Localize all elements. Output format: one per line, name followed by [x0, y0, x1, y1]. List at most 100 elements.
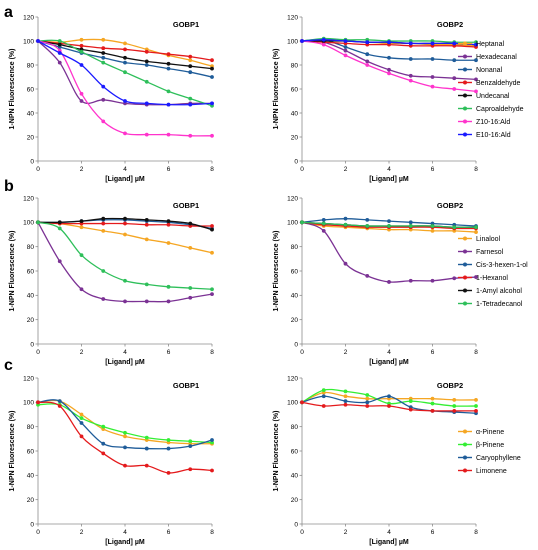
chart-b-gobp2-series-1-tetradecanol-point	[430, 224, 435, 228]
chart-a-gobp1-series-e10-16-ald-point	[210, 101, 214, 106]
chart-a-gobp1-y-axis-title: 1-NPN Fluorescence (%)	[9, 49, 16, 130]
chart-b-gobp2-series-farnesol-point	[408, 278, 413, 283]
chart-c-gobp1-series-caryophyllene-point	[210, 438, 214, 442]
chart-c-gobp1-series-limonene-point	[101, 451, 106, 456]
chart-a-gobp1-series-z10-16-ald-point	[79, 91, 84, 96]
chart-c-gobp2-x-tick-label: 0	[300, 529, 304, 536]
chart-b-gobp2-y-tick-label: 0	[294, 341, 298, 348]
chart-c-gobp2-legend-caryophyllene-label: Caryophyllene	[476, 455, 521, 462]
chart-a-gobp2-series-z10-16-ald-point	[452, 87, 457, 91]
chart-a-gobp2-series-nonanal-point	[430, 57, 435, 61]
chart-a-gobp1-series-z10-16-ald-point	[210, 133, 214, 138]
chart-c-gobp2-x-tick-label: 6	[431, 529, 435, 536]
chart-a-gobp1-series-heptanal-point	[101, 37, 106, 42]
chart-b-gobp2-series-1-tetradecanol-point	[474, 225, 478, 230]
chart-a-gobp1-series-z10-16-ald-point	[144, 132, 149, 137]
chart-b-gobp2-y-tick-label: 120	[287, 195, 298, 202]
chart-a-gobp2-series-nonanal-point	[408, 57, 413, 61]
chart-a-gobp2-legend-undecanal-marker	[463, 93, 467, 98]
chart-b-gobp2-series-1-tetradecanol-point	[452, 225, 457, 230]
chart-a-gobp1-series-caproaldehyde-point	[123, 70, 127, 75]
chart-c-gobp2-series-caryophyllene-point	[387, 394, 391, 399]
chart-b-gobp2-y-tick-label: 60	[291, 268, 299, 275]
chart-b-gobp2-legend-cis-3-hexen-1-ol-marker	[463, 262, 467, 267]
chart-a-gobp2-series-z10-16-ald-point	[343, 53, 348, 58]
chart-b-gobp2-legend-1-tetradecanol-marker	[463, 301, 467, 306]
chart-c-gobp1-series--pinene-point	[188, 439, 193, 444]
chart-c-gobp2-series-caryophyllene-point	[365, 400, 370, 405]
chart-c-gobp1-x-tick-label: 8	[210, 529, 214, 536]
chart-a-gobp2-x-tick-label: 0	[300, 166, 304, 173]
chart-b-gobp1-y-tick-label: 20	[27, 317, 35, 324]
chart-a-gobp2-title: GOBP2	[437, 20, 463, 29]
chart-b-gobp1-series-linalool-point	[101, 228, 106, 233]
chart-c-gobp2-series-limonene-point	[474, 408, 478, 413]
chart-a-gobp1-series-e10-16-ald-point	[57, 51, 62, 55]
chart-b-gobp1-series-1-tetradecanol-point	[123, 278, 127, 283]
chart-b-gobp1-series-1-amyl-alcohol-point	[188, 221, 193, 226]
chart-a-gobp1-series-caproaldehyde-point	[188, 96, 193, 101]
chart-c-gobp2-series-limonene-point	[321, 404, 326, 408]
chart-a-gobp2-x-tick-label: 2	[344, 166, 348, 173]
chart-b-gobp2-series-farnesol-point	[387, 280, 391, 284]
chart-c-gobp1-series-limonene-point	[210, 468, 214, 473]
chart-a-gobp2-legend-e10-16-ald-label: E10-16:Ald	[476, 132, 511, 139]
chart-a-gobp1-x-tick-label: 0	[36, 166, 40, 173]
chart-c-gobp2-series--pinene-point	[343, 389, 348, 394]
chart-a-gobp2-series-nonanal-point	[387, 55, 391, 60]
chart-c-gobp2-series-caryophyllene-point	[321, 394, 326, 399]
chart-c-gobp2-x-tick-label: 4	[387, 529, 391, 536]
chart-b-gobp2-x-tick-label: 8	[474, 349, 478, 356]
chart-c-gobp2-series-limonene-point	[430, 408, 435, 413]
chart-c-gobp2-y-tick-label: 60	[291, 448, 299, 455]
chart-b-gobp1-y-tick-label: 120	[23, 195, 34, 202]
chart-b-gobp1-series-linalool-point	[188, 245, 193, 250]
panel-label-b: b	[4, 178, 14, 195]
chart-b-gobp2-legend-farnesol-label: Farnesol	[476, 249, 504, 256]
chart-b-gobp2-y-tick-label: 80	[291, 244, 299, 251]
chart-a-gobp2-legend-heptanal-marker	[463, 41, 467, 46]
chart-c-gobp2-y-tick-label: 40	[291, 473, 299, 480]
chart-a-gobp1-series-heptanal-point	[188, 58, 193, 63]
chart-a-gobp2-series-nonanal-point	[452, 58, 457, 63]
chart-a-gobp1-series-caproaldehyde-point	[101, 60, 106, 65]
chart-c-gobp2-series-caryophyllene-point	[343, 399, 348, 404]
chart-a-gobp1-series-heptanal-point	[123, 41, 127, 46]
chart-a-gobp2-legend-benzaldehyde-label: Benzaldehyde	[476, 80, 520, 87]
chart-a-gobp1-series-benzaldehyde-point	[79, 43, 84, 48]
chart-a-gobp2-series-e10-16-ald-point	[365, 40, 370, 45]
chart-a-gobp2-legend-caproaldehyde-label: Caproaldehyde	[476, 106, 524, 113]
chart-a-gobp1-series-nonanal-point	[188, 70, 193, 75]
chart-a-gobp1-y-tick-label: 100	[23, 38, 34, 45]
chart-a-gobp2-legend-hexadecanal-label: Hexadecanal	[476, 54, 517, 61]
chart-a-gobp2-series-e10-16-ald-point	[430, 41, 435, 46]
chart-c-gobp2-series--pinene-point	[408, 399, 413, 404]
chart-a-gobp1-series-undecanal-point	[57, 42, 62, 47]
chart-b-gobp1-series-linalool-point	[166, 241, 171, 245]
chart-c-gobp1-title: GOBP1	[173, 381, 199, 390]
chart-a-gobp1-series-caproaldehyde-point	[79, 49, 84, 54]
chart-b-gobp1-series-linalool-point	[123, 232, 127, 237]
chart-b-gobp2-legend-1-hexanol-label: 1-Hexanol	[476, 275, 508, 282]
chart-a-gobp1-series-nonanal-point	[101, 55, 106, 60]
chart-c-gobp1-x-tick-label: 2	[80, 529, 84, 536]
chart-a-gobp2-legend-benzaldehyde-marker	[463, 80, 467, 85]
chart-a-gobp2-series-hexadecanal-point	[452, 76, 457, 81]
chart-c-gobp1-y-tick-label: 80	[27, 424, 35, 431]
chart-a-gobp1-series-e10-16-ald-point	[166, 102, 171, 107]
chart-b-gobp1-x-tick-label: 2	[80, 349, 84, 356]
chart-b-gobp2-y-tick-label: 100	[287, 220, 298, 227]
chart-c-gobp2-x-axis-title: [Ligand] µM	[369, 539, 409, 546]
chart-c-gobp1-series-limonene-point	[36, 400, 40, 405]
chart-a-gobp2-y-tick-label: 80	[291, 62, 299, 69]
chart-c-gobp1-series--pinene-point	[123, 434, 127, 439]
chart-a-gobp1-series-benzaldehyde-point	[101, 46, 106, 51]
chart-c-gobp1-series-limonene-point	[166, 471, 171, 475]
chart-a-gobp1-series-benzaldehyde-point	[210, 58, 214, 63]
chart-a-gobp1-series-benzaldehyde-point	[188, 54, 193, 59]
chart-c-gobp2-series-limonene-point	[365, 404, 370, 408]
chart-b-gobp2-legend-linalool-marker	[463, 236, 467, 241]
chart-a-gobp2-series-hexadecanal-point	[430, 75, 435, 79]
chart-a-gobp1-series-caproaldehyde-point	[144, 79, 149, 84]
chart-c-gobp1-y-tick-label: 120	[23, 375, 34, 382]
